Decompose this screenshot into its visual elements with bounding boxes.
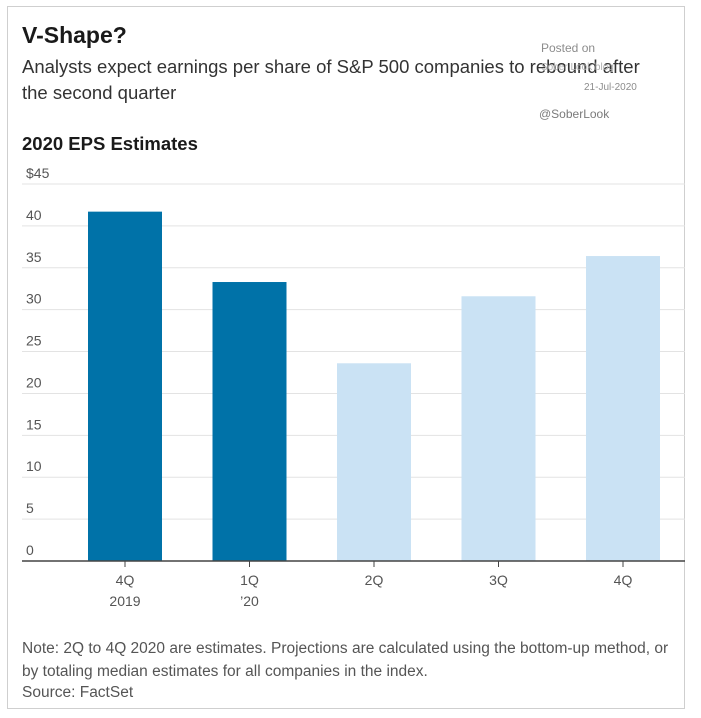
chart-source: Source: FactSet (22, 684, 134, 701)
chart-title: V-Shape? (22, 22, 127, 48)
chart-note: Note: 2Q to 4Q 2020 are estimates. Proje… (22, 640, 669, 680)
y-tick-label: 5 (26, 500, 34, 516)
y-tick-label: 35 (26, 249, 42, 265)
y-tick-label: 40 (26, 207, 42, 223)
y-tick-label: $45 (26, 165, 50, 181)
bar-actual (212, 282, 287, 561)
watermark-blog: Sober Look blog (541, 62, 614, 73)
y-tick-label: 15 (26, 416, 42, 432)
chart-subtitle: Analysts expect earnings per share of S&… (22, 56, 640, 103)
x-tick-label: 4Q (116, 572, 135, 588)
watermark-handle: @SoberLook (539, 107, 610, 121)
x-tick-label: 2Q (365, 572, 384, 588)
y-tick-label: 20 (26, 374, 42, 390)
y-tick-label: 30 (26, 291, 42, 307)
chart-heading: 2020 EPS Estimates (22, 133, 198, 154)
bar-actual (88, 211, 162, 561)
x-tick-label: 4Q (614, 572, 633, 588)
bar-estimate (337, 363, 411, 561)
watermark-posted-on: Posted on (541, 41, 596, 55)
x-tick-label: 3Q (489, 572, 508, 588)
watermark-date: 21-Jul-2020 (584, 82, 637, 93)
bar-estimate (461, 296, 536, 561)
x-tick-label: 2019 (109, 593, 140, 609)
y-axis-ticks: 0 5 10 15 20 25 30 35 40 $45 (26, 165, 50, 558)
bar-estimate (586, 256, 660, 561)
y-tick-label: 0 (26, 542, 34, 558)
x-tick-label: 1Q (240, 572, 259, 588)
bar-chart: 0 5 10 15 20 25 30 35 40 $45 4Q 2019 1Q ’20 2Q 3Q 4Q (22, 165, 685, 609)
x-axis-ticks: 4Q 2019 1Q ’20 2Q 3Q 4Q (109, 561, 632, 609)
y-tick-label: 25 (26, 333, 42, 349)
y-tick-label: 10 (26, 458, 42, 474)
x-tick-label: ’20 (240, 593, 259, 609)
bars (88, 211, 660, 561)
